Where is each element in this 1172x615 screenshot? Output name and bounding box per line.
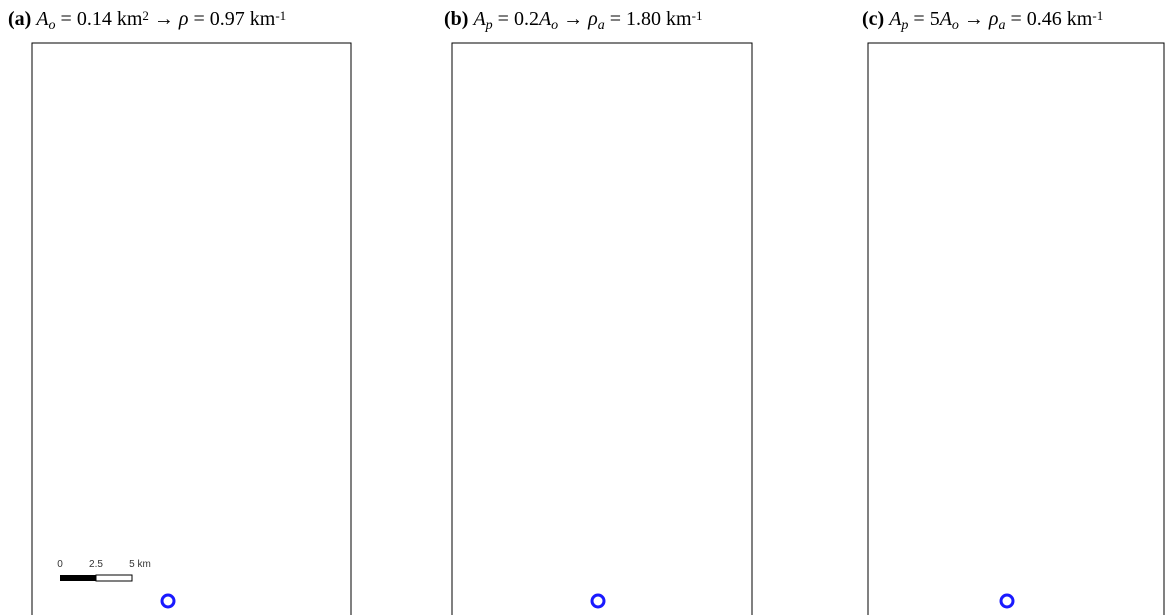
- title-part: →: [149, 8, 179, 30]
- panel-frame: [451, 42, 753, 615]
- title-part: a: [999, 18, 1006, 33]
- title-part: o: [551, 18, 558, 33]
- panel-title: (b) Ap = 0.2Ao → ρa = 1.80 km-1: [444, 8, 702, 33]
- outlet: [160, 593, 176, 609]
- scale-bar-segment: [95, 574, 133, 582]
- title-part: →: [558, 8, 588, 30]
- title-part: A: [34, 8, 49, 30]
- title-part: ρ: [587, 8, 598, 30]
- panel-frame: [31, 42, 352, 615]
- panel-title: (a) Ao = 0.14 km2 → ρ = 0.97 km-1: [8, 8, 286, 33]
- title-part: (b): [444, 8, 468, 30]
- title-part: A: [471, 8, 486, 30]
- title-part: -1: [275, 8, 286, 23]
- scale-label: 5 km: [129, 559, 151, 570]
- title-part: = 5: [908, 8, 939, 30]
- title-part: ρ: [178, 8, 189, 30]
- title-part: -1: [692, 8, 703, 23]
- title-part: p: [485, 18, 493, 33]
- title-part: -1: [1092, 8, 1103, 23]
- title-part: A: [887, 8, 902, 30]
- scale-label: 2.5: [89, 559, 103, 570]
- title-part: = 0.97 km: [189, 8, 276, 30]
- title-part: o: [49, 18, 56, 33]
- title-part: A: [938, 8, 953, 30]
- panel-frame: [867, 42, 1165, 615]
- title-part: = 0.2: [493, 8, 539, 30]
- title-part: o: [952, 18, 959, 33]
- title-part: 2: [142, 8, 149, 23]
- title-part: (c): [862, 8, 884, 30]
- scale-bar-segment: [60, 575, 96, 581]
- title-part: ρ: [988, 8, 999, 30]
- title-part: p: [900, 18, 908, 33]
- scale-label: 0: [57, 559, 63, 570]
- title-part: = 0.46 km: [1006, 8, 1093, 30]
- title-part: →: [959, 8, 989, 30]
- outlet: [999, 593, 1015, 609]
- panel-title: (c) Ap = 5Ao → ρa = 0.46 km-1: [862, 8, 1103, 33]
- title-part: = 0.14 km: [56, 8, 143, 30]
- title-part: A: [537, 8, 552, 30]
- title-part: (a): [8, 8, 31, 30]
- title-part: = 1.80 km: [605, 8, 692, 30]
- outlet: [590, 593, 606, 609]
- title-part: a: [598, 18, 605, 33]
